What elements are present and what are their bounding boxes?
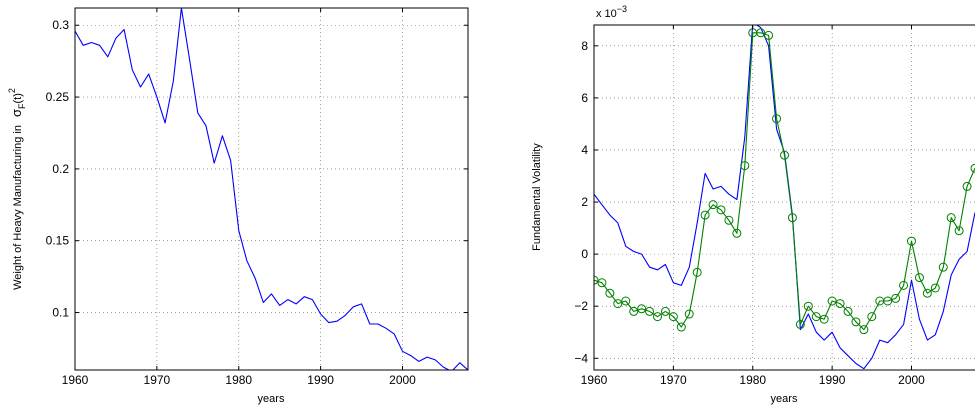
y-tick-label: 4 <box>581 143 588 157</box>
y-multiplier-base: x 10 <box>596 8 617 20</box>
chart-fundamental-volatility: 1960 1970 1980 1990 2000 −4 −2 0 2 4 6 8 years Fund… <box>531 4 975 405</box>
data-point-marker <box>859 325 869 335</box>
data-point-marker <box>907 236 916 246</box>
plot-area-right <box>594 25 975 370</box>
data-point-marker <box>780 150 789 160</box>
y-axis-label-left-sub: F <box>17 103 27 109</box>
plot-area-left <box>75 8 468 370</box>
data-point-marker <box>954 226 964 236</box>
data-point-marker <box>851 317 861 327</box>
data-point-marker <box>692 267 702 277</box>
data-point-marker <box>621 296 631 306</box>
series-line-0 <box>75 8 468 370</box>
y-tick-label: 0.25 <box>46 90 70 104</box>
data-point-marker <box>684 309 694 319</box>
data-point-marker <box>772 114 782 124</box>
data-point-marker <box>811 312 821 322</box>
data-point-marker <box>597 278 607 288</box>
data-point-marker <box>930 283 940 293</box>
series-line-1 <box>594 32 975 331</box>
x-axis-label-left: years <box>258 393 285 405</box>
y-tick-label: 0.15 <box>46 234 70 248</box>
ticks-left: 1960 1970 1980 1990 2000 0.1 0.15 0.2 0.25 0.3 <box>46 8 468 387</box>
data-point-marker <box>700 210 710 220</box>
data-point-marker <box>795 319 805 329</box>
data-point-marker <box>970 163 975 173</box>
series-left <box>75 8 468 370</box>
data-point-marker <box>668 312 678 322</box>
data-point-marker <box>835 299 845 309</box>
x-tick-label: 1980 <box>739 373 766 387</box>
grid-left <box>74 8 468 370</box>
chart-heavy-manufacturing-weight: 1960 1970 1980 1990 2000 0.1 0.15 0.2 0.25 0.3 ye… <box>7 7 469 405</box>
y-axis-label-left-sup: 2 <box>7 88 17 93</box>
ticks-right: 1960 1970 1980 1990 2000 −4 −2 0 2 4 6 8 <box>574 25 925 387</box>
y-multiplier-label: x 10−3 <box>596 4 627 20</box>
data-point-marker <box>891 293 901 303</box>
x-tick-label: 2000 <box>898 373 925 387</box>
data-point-marker <box>867 312 877 322</box>
data-point-marker <box>946 213 956 223</box>
data-point-marker <box>883 296 893 306</box>
y-axis-label-left: Weight of Heavy Manufacturing in σF(t)2 <box>7 88 27 290</box>
data-point-marker <box>819 314 829 324</box>
x-tick-label: 1980 <box>225 373 252 387</box>
x-tick-label: 2000 <box>389 373 416 387</box>
y-axis-label-left-mid: (t) <box>12 93 24 103</box>
y-tick-label: 0.2 <box>52 162 69 176</box>
x-tick-label: 1960 <box>581 373 608 387</box>
data-point-marker <box>637 304 647 314</box>
data-point-marker <box>653 312 662 322</box>
data-point-marker <box>645 306 655 316</box>
x-axis-label-right: years <box>771 393 798 405</box>
y-axis-label-left-sigma: σ <box>9 109 24 117</box>
data-point-marker <box>605 288 615 298</box>
data-point-marker <box>922 288 932 298</box>
y-axis-label-left-text: Weight of Heavy Manufacturing in <box>12 125 24 290</box>
data-point-marker <box>827 296 837 306</box>
x-tick-label: 1970 <box>660 373 687 387</box>
data-point-marker <box>724 215 734 225</box>
x-tick-label: 1990 <box>307 373 334 387</box>
y-tick-label: 0 <box>581 247 588 261</box>
y-tick-label: −2 <box>574 299 588 313</box>
axes-frame-left <box>74 7 469 371</box>
x-tick-label: 1970 <box>144 373 171 387</box>
data-point-marker <box>629 306 639 316</box>
data-point-marker <box>660 306 670 316</box>
data-point-marker <box>764 30 774 40</box>
y-tick-label: 0.1 <box>52 306 69 320</box>
data-point-marker <box>676 322 686 332</box>
data-point-marker <box>787 213 797 223</box>
data-point-marker <box>899 280 909 290</box>
data-point-marker <box>732 228 742 238</box>
x-tick-label: 1990 <box>819 373 846 387</box>
data-point-marker <box>803 301 813 311</box>
y-tick-label: 6 <box>581 91 588 105</box>
y-tick-label: −4 <box>574 351 588 365</box>
data-point-marker <box>613 299 623 309</box>
y-multiplier-exp: −3 <box>617 4 627 14</box>
data-point-marker <box>740 161 750 171</box>
series-line-0 <box>594 25 975 370</box>
y-tick-label: 0.3 <box>52 18 69 32</box>
data-point-marker <box>843 306 853 316</box>
data-point-marker <box>594 275 599 285</box>
data-point-marker <box>938 262 948 272</box>
data-point-marker <box>716 205 726 215</box>
y-tick-label: 8 <box>581 39 588 53</box>
y-axis-label-right: Fundamental Volatility <box>531 143 543 251</box>
y-tick-label: 2 <box>581 195 588 209</box>
x-tick-label: 1960 <box>62 373 89 387</box>
data-point-marker <box>756 28 766 38</box>
axes-frame-right <box>593 24 975 371</box>
data-point-marker <box>962 181 972 191</box>
data-point-marker <box>914 273 924 283</box>
data-point-marker <box>708 200 718 210</box>
